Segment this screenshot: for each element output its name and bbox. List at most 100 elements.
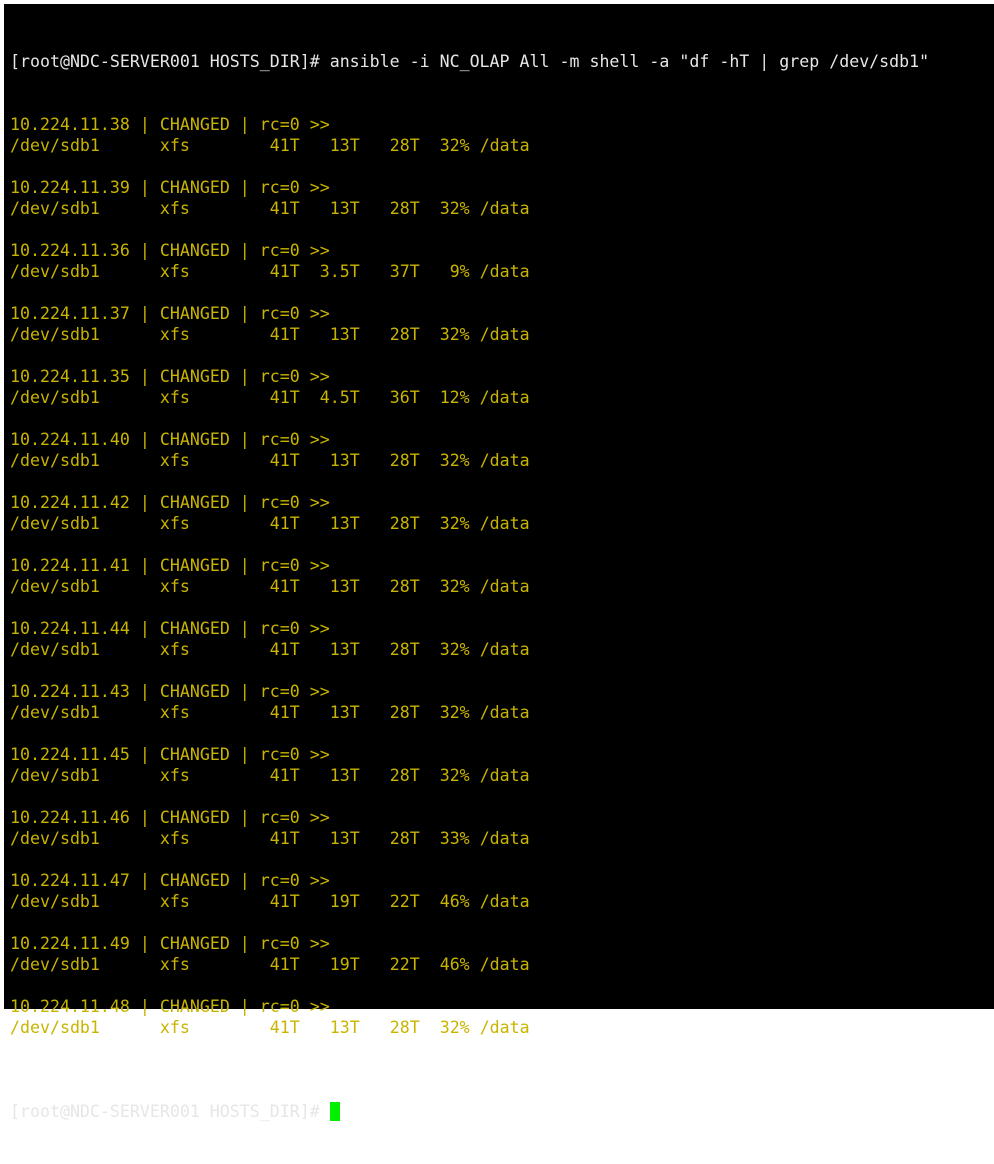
status-text: CHANGED [159,367,230,386]
return-code: rc=0 >> [259,115,330,134]
return-code: rc=0 >> [259,997,330,1016]
status-text: CHANGED [159,493,230,512]
df-use: 33% [439,829,470,848]
df-mount: /data [479,766,530,785]
df-size: 41T [269,136,300,155]
df-used: 19T [329,892,360,911]
df-size: 41T [269,451,300,470]
df-use: 32% [439,766,470,785]
return-code: rc=0 >> [259,619,330,638]
df-avail: 28T [389,829,420,848]
return-code: rc=0 >> [259,241,330,260]
df-avail: 28T [389,703,420,722]
host-ip: 10.224.11.37 [10,304,130,323]
status-text: CHANGED [159,430,230,449]
status-text: CHANGED [159,934,230,953]
df-used: 13T [329,766,360,785]
df-type: xfs [159,514,190,533]
df-used: 4.5T [319,388,360,407]
blank-line [10,786,929,807]
command-text: ansible -i NC_OLAP All -m shell -a "df -… [329,52,930,71]
df-mount: /data [479,640,530,659]
df-avail: 28T [389,640,420,659]
status-text: CHANGED [159,304,230,323]
return-code: rc=0 >> [259,430,330,449]
df-fs: /dev/sdb1 [10,955,100,974]
status-text: CHANGED [159,745,230,764]
df-avail: 28T [389,136,420,155]
cursor [329,1102,340,1121]
host-ip: 10.224.11.42 [10,493,130,512]
df-use: 9% [449,262,470,281]
host-status-line: 10.224.11.43 | CHANGED | rc=0 >> [10,682,330,701]
df-output-line: /dev/sdb1 xfs 41T 3.5T 37T 9% /data [10,261,929,282]
df-avail: 28T [389,577,420,596]
status-text: CHANGED [159,619,230,638]
blank-line [10,471,929,492]
df-size: 41T [269,388,300,407]
blank-line [10,534,929,555]
df-avail: 28T [389,514,420,533]
status-text: CHANGED [159,682,230,701]
df-use: 32% [439,577,470,596]
blank-line [10,1038,929,1059]
status-text: CHANGED [159,808,230,827]
results-list: 10.224.11.38 | CHANGED | rc=0 >>/dev/sdb… [10,114,929,1059]
status-text: CHANGED [159,556,230,575]
df-mount: /data [479,955,530,974]
df-use: 32% [439,136,470,155]
df-fs: /dev/sdb1 [10,262,100,281]
df-fs: /dev/sdb1 [10,577,100,596]
df-size: 41T [269,829,300,848]
df-output-line: /dev/sdb1 xfs 41T 13T 28T 32% /data [10,513,929,534]
return-code: rc=0 >> [259,178,330,197]
terminal-window[interactable]: [root@NDC-SERVER001 HOSTS_DIR]# ansible … [4,4,994,1121]
df-output-line: /dev/sdb1 xfs 41T 13T 28T 32% /data [10,135,929,156]
return-code: rc=0 >> [259,808,330,827]
df-fs: /dev/sdb1 [10,892,100,911]
host-status-line: 10.224.11.35 | CHANGED | rc=0 >> [10,367,330,386]
df-type: xfs [159,703,190,722]
df-output-line: /dev/sdb1 xfs 41T 13T 28T 32% /data [10,450,929,471]
blank-line [10,597,929,618]
df-avail: 28T [389,451,420,470]
df-fs: /dev/sdb1 [10,199,100,218]
terminal-output: [root@NDC-SERVER001 HOSTS_DIR]# ansible … [10,9,929,1164]
df-output-line: /dev/sdb1 xfs 41T 19T 22T 46% /data [10,954,929,975]
shell-prompt: [root@NDC-SERVER001 HOSTS_DIR]# [10,52,320,71]
host-status-line: 10.224.11.36 | CHANGED | rc=0 >> [10,241,330,260]
df-used: 13T [329,451,360,470]
df-avail: 28T [389,199,420,218]
command-line: [root@NDC-SERVER001 HOSTS_DIR]# ansible … [10,51,929,72]
host-ip: 10.224.11.46 [10,808,130,827]
host-status-line: 10.224.11.40 | CHANGED | rc=0 >> [10,430,330,449]
df-type: xfs [159,136,190,155]
blank-line [10,849,929,870]
df-size: 41T [269,1018,300,1037]
df-size: 41T [269,514,300,533]
final-prompt-line[interactable]: [root@NDC-SERVER001 HOSTS_DIR]# [10,1101,929,1122]
host-status-line: 10.224.11.44 | CHANGED | rc=0 >> [10,619,330,638]
df-output-line: /dev/sdb1 xfs 41T 13T 28T 32% /data [10,639,929,660]
host-ip: 10.224.11.35 [10,367,130,386]
df-used: 13T [329,1018,360,1037]
df-size: 41T [269,640,300,659]
blank-line [10,723,929,744]
df-output-line: /dev/sdb1 xfs 41T 4.5T 36T 12% /data [10,387,929,408]
df-type: xfs [159,640,190,659]
df-fs: /dev/sdb1 [10,136,100,155]
df-type: xfs [159,325,190,344]
df-used: 13T [329,325,360,344]
df-use: 46% [439,955,470,974]
df-type: xfs [159,451,190,470]
return-code: rc=0 >> [259,556,330,575]
df-type: xfs [159,892,190,911]
df-mount: /data [479,262,530,281]
df-avail: 28T [389,1018,420,1037]
blank-line [10,345,929,366]
df-type: xfs [159,829,190,848]
df-avail: 28T [389,325,420,344]
df-avail: 22T [389,892,420,911]
blank-line [10,282,929,303]
df-used: 13T [329,829,360,848]
